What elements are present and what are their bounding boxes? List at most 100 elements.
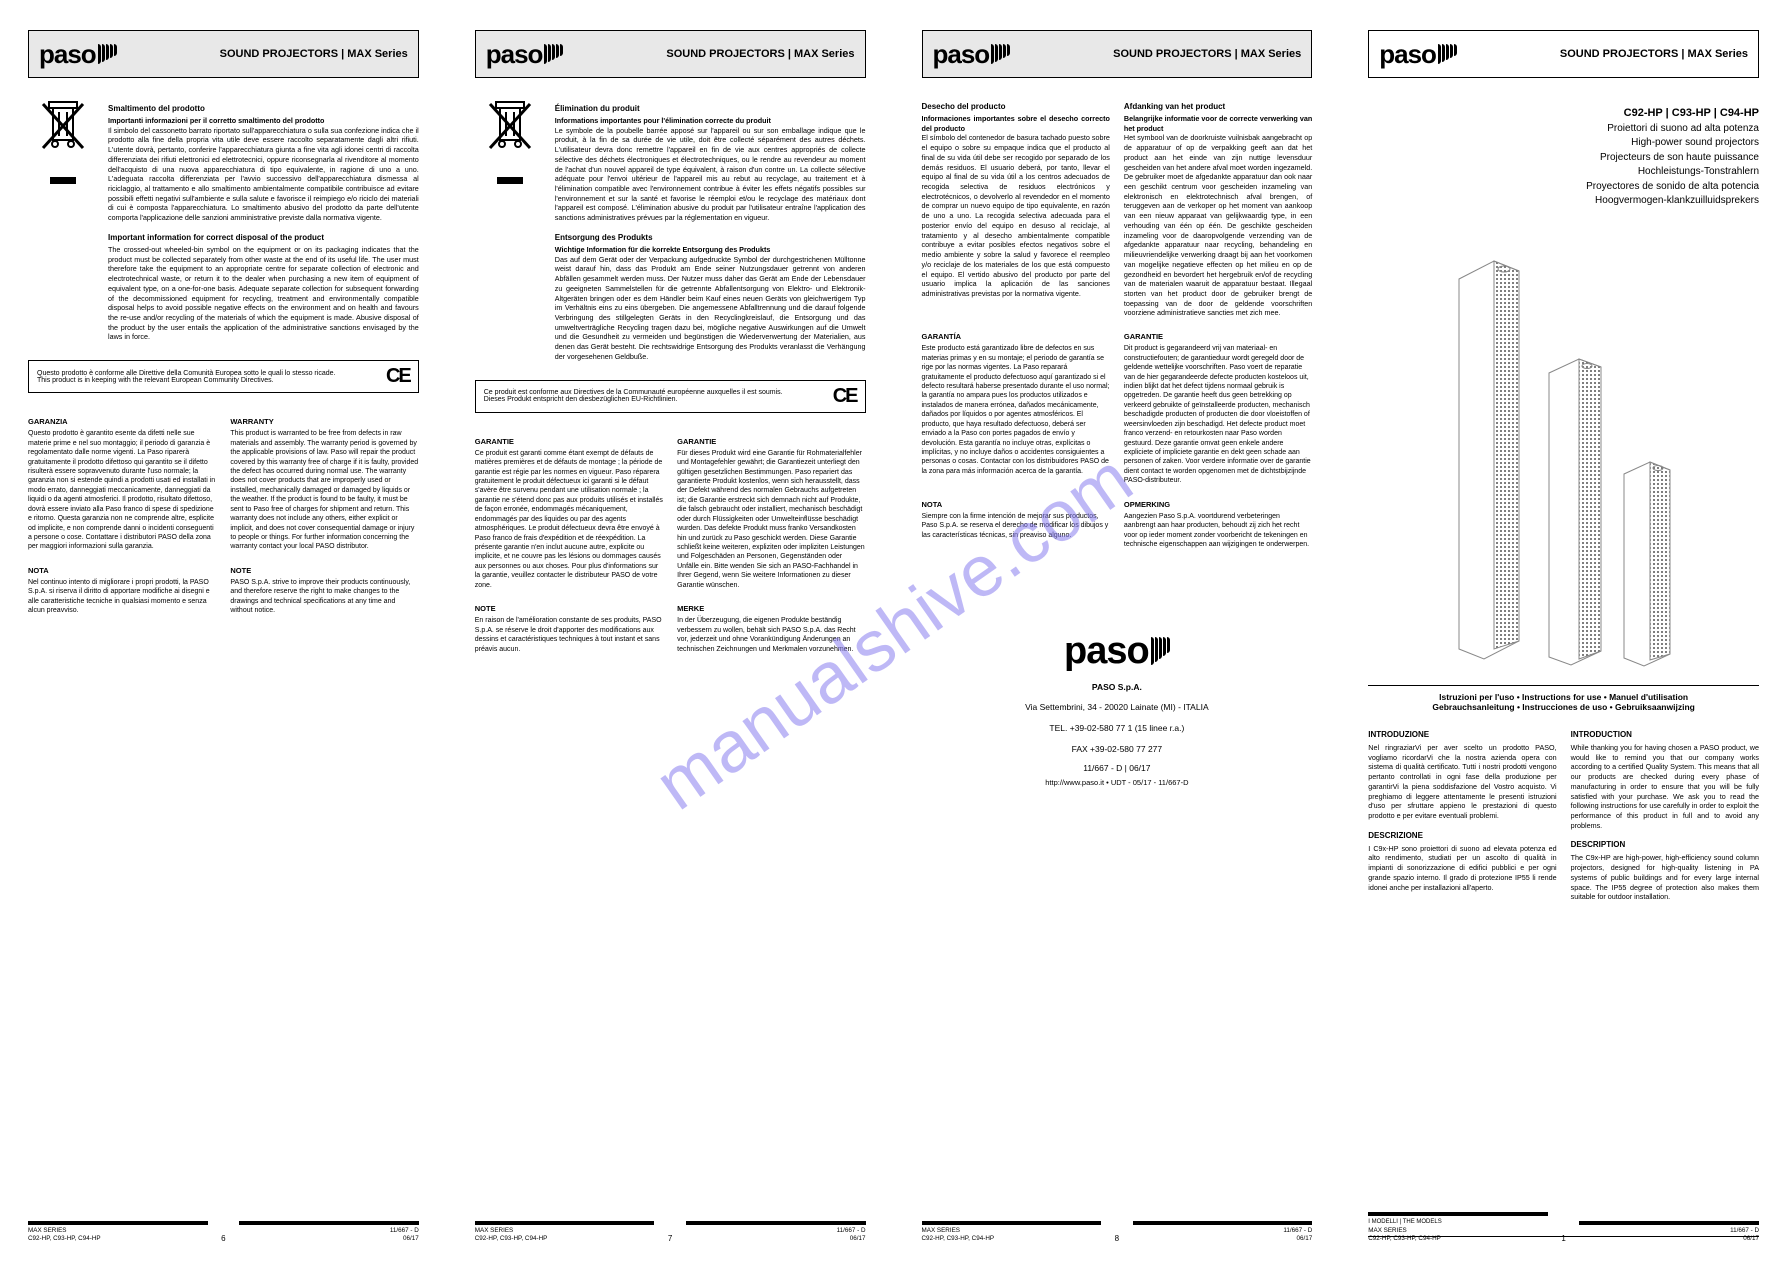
warranty-head-de: GARANTIE [677,437,865,447]
intro-it: Nel ringraziarVi per aver scelto un prod… [1368,743,1556,821]
footer-left: MAX SERIES C92-HP, C93-HP, C94-HP [475,1227,655,1243]
warranty-head-it: GARANZIA [28,417,216,427]
note-it: Nel continuo intento di migliorare i pro… [28,578,216,616]
panel1-footer: MAX SERIES C92-HP, C93-HP, C94-HP 6 11/6… [28,1221,419,1243]
desc-en: The C9x-HP are high-power, high-efficien… [1571,853,1759,902]
warranty-en: This product is warranted to be free fro… [230,429,418,552]
note-es: Siempre con la firme intención de mejora… [922,512,1110,540]
disposal-subtitle-de: Wichtige Information für die korrekte En… [555,245,866,255]
page-number-1: 6 [208,1234,239,1243]
note-nl: Aangezien Paso S.p.A. voortdurend verbet… [1124,512,1312,550]
paso-logo: paso [39,39,117,70]
product-title-block: C92-HP | C93-HP | C94-HP Proiettori di s… [1368,106,1759,209]
panel4-footer: I MODELLI | THE MODELS MAX SERIES C92-HP,… [1368,1212,1759,1243]
warranty-it: Questo prodotto è garantito esente da di… [28,429,216,552]
paso-logo: paso [486,39,564,70]
warranty-head-fr: GARANTIE [475,437,663,447]
intro-head-en: INTRODUCTION [1571,730,1759,739]
warranty-fr: Ce produit est garanti comme étant exemp… [475,449,663,591]
intro-en: While thanking you for having chosen a P… [1571,743,1759,830]
disposal-subtitle-it: Importanti informazioni per il corretto … [108,116,419,126]
panel2-header: paso SOUND PROJECTORS | MAX Series [475,30,866,78]
note-head-en: NOTE [230,566,418,576]
paso-logo: paso [1379,39,1457,70]
footer-left: MAX SERIES C92-HP, C93-HP, C94-HP [922,1227,1102,1243]
warranty-head-es: GARANTÍA [922,332,1110,342]
company-web: http://www.paso.it • UDT - 05/17 - 11/66… [922,778,1313,787]
ce-text-2: Ce produit est conforme aux Directives d… [484,389,813,403]
title-en: High-power sound projectors [1631,137,1759,148]
desc-head-en: DESCRIPTION [1571,840,1759,849]
disposal-subtitle-fr: Informations importantes pour l'éliminat… [555,116,866,126]
weee-bin-icon [28,96,98,342]
note-head-nl: OPMERKING [1124,500,1312,510]
panel2-footer: MAX SERIES C92-HP, C93-HP, C94-HP 7 11/6… [475,1221,866,1243]
note-head-it: NOTA [28,566,216,576]
title-nl: Hoogvermogen-klankzuilluidsprekers [1595,195,1759,206]
series-label: SOUND PROJECTORS | MAX Series [220,48,408,60]
company-address: Via Settembrini, 34 - 20020 Lainate (MI)… [922,701,1313,714]
disposal-text-it: Il simbolo del cassonetto barrato riport… [108,126,419,223]
warranty-de: Für dieses Produkt wird eine Garantie fü… [677,449,865,591]
note-en: PASO S.p.A. strive to improve their prod… [230,578,418,616]
series-label: SOUND PROJECTORS | MAX Series [1113,48,1301,60]
intro-head-it: INTRODUZIONE [1368,730,1556,739]
company-name: PASO S.p.A. [922,681,1313,694]
panel3-header: paso SOUND PROJECTORS | MAX Series [922,30,1313,78]
disposal-title-nl: Afdanking van het product [1124,102,1312,111]
weee-bin-icon [475,96,545,362]
footer-left: MAX SERIES C92-HP, C93-HP, C94-HP [28,1227,208,1243]
ce-box-1: Questo prodotto è conforme alle Direttiv… [28,360,419,393]
panel-2: paso SOUND PROJECTORS | MAX Series Élim [447,0,894,1263]
title-de: Hochleistungs-Tonstrahlern [1638,166,1759,177]
ce-text-1: Questo prodotto è conforme alle Direttiv… [37,370,366,384]
desc-it: I C9x-HP sono proiettori di suono ad ele… [1368,844,1556,893]
note-head-de: MERKE [677,604,865,614]
footer-right: 11/667 - D 06/17 [686,1227,866,1243]
warranty-head-en: WARRANTY [230,417,418,427]
disposal-text-es: El símbolo del contenedor de basura tach… [922,133,1110,298]
center-logo: paso [922,630,1313,673]
warranty-nl: Dit product is gegarandeerd vrij van mat… [1124,344,1312,486]
docref: 11/667 - D | 06/17 [922,762,1313,775]
panel4-header: paso SOUND PROJECTORS | MAX Series [1368,30,1759,78]
panel1-header: paso SOUND PROJECTORS | MAX Series [28,30,419,78]
series-label: SOUND PROJECTORS | MAX Series [1560,48,1748,60]
panel-1: paso SOUND PROJECTORS | MAX Series Smal [0,0,447,1263]
divider [1368,685,1759,686]
footer-right: 11/667 - D 06/17 [239,1227,419,1243]
page-container: paso SOUND PROJECTORS | MAX Series Smal [0,0,1787,1263]
page-number-2: 7 [655,1234,686,1243]
title-fr: Projecteurs de son haute puissance [1600,152,1759,163]
title-it: Proiettori di suono ad alta potenza [1607,123,1759,134]
footer-right: 11/667 - D 06/17 [1579,1227,1759,1243]
warranty-head-nl: GARANTIE [1124,332,1312,342]
disposal-subtitle-es: Informaciones importantes sobre el desec… [922,114,1110,133]
paso-logo: paso [933,39,1011,70]
company-fax: FAX +39-02-580 77 277 [922,743,1313,756]
panel-3: paso SOUND PROJECTORS | MAX Series Desec… [894,0,1341,1263]
panel-4: paso SOUND PROJECTORS | MAX Series C92-H… [1340,0,1787,1263]
disposal-subtitle-nl: Belangrijke informatie voor de correcte … [1124,114,1312,133]
footer-prefix: I MODELLI | THE MODELS [1368,1219,1441,1225]
disposal-title-es: Desecho del producto [922,102,1110,111]
page-number-4: 1 [1548,1234,1579,1243]
footer-right: 11/667 - D 06/17 [1133,1227,1313,1243]
page-number-3: 8 [1101,1234,1132,1243]
disposal-subtitle-en-head: Important information for correct dispos… [108,233,419,242]
disposal-text-en: The crossed-out wheeled-bin symbol on th… [108,245,419,342]
panel3-footer: MAX SERIES C92-HP, C93-HP, C94-HP 8 11/6… [922,1221,1313,1243]
series-label: SOUND PROJECTORS | MAX Series [666,48,854,60]
warranty-es: Este producto está garantizado libre de … [922,344,1110,476]
disposal-title-fr: Élimination du produit [555,104,866,113]
disposal-text-fr: Le symbole de la poubelle barrée apposé … [555,126,866,223]
manual-title: Istruzioni per l'uso • Instructions for … [1368,692,1759,712]
note-head-es: NOTA [922,500,1110,510]
title-es: Proyectores de sonido de alta potencia [1586,181,1759,192]
footer-left: MAX SERIES C92-HP, C93-HP, C94-HP [1368,1227,1441,1242]
product-illustration [1419,239,1709,669]
disposal-title-it: Smaltimento del prodotto [108,104,419,113]
note-head-fr: NOTE [475,604,663,614]
models-line: C92-HP | C93-HP | C94-HP [1624,107,1759,119]
ce-mark-icon: CE [833,385,857,408]
